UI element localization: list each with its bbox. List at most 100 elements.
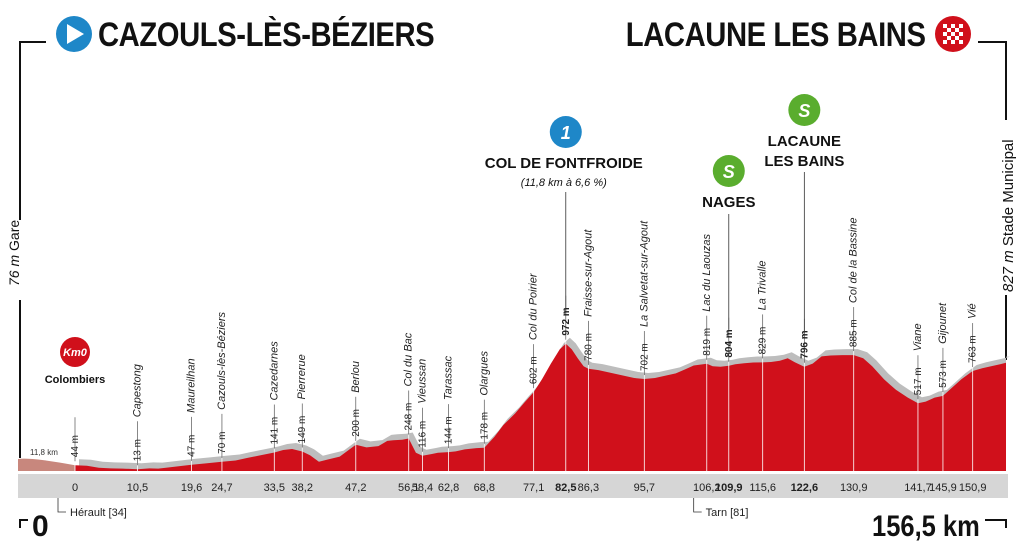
altitude-label: 178 m [479,412,490,440]
place-name: Cazedarnes [268,341,280,401]
altitude-label: 44 m [70,435,81,457]
kom-badge-label: 1 [561,123,571,143]
finish-frame-line [978,41,1007,120]
km-tick-label: 56,1 [398,482,419,494]
start-play-icon [56,16,92,52]
sprint2-name-line1: LACAUNE [768,133,841,150]
sprint-badge-icon [712,155,745,187]
km-tick-label: 0 [72,482,78,494]
finish-town-title: LACAUNE LES BAINS [626,16,926,54]
km0-badge-icon [60,337,90,367]
start-altitude-label: 76 m Gare [6,219,22,286]
km-tick-label: 86,3 [578,482,599,494]
sprint-badge-label: S [723,162,735,182]
km-tick-label: 115,6 [749,482,776,494]
place-name: Viane [912,323,924,351]
profile-area [75,343,1006,471]
km-tick-label: 62,8 [438,482,459,494]
place-name: Olargues [478,351,490,396]
distance-total-label: 156,5 km [872,510,980,543]
place-name: Col de la Bassine [848,217,860,303]
place-name: Vieussan [416,359,428,404]
altitude-label: 144 m [444,416,455,444]
altitude-label: 602 m [529,356,540,384]
km-tick-label: 58,4 [412,482,433,494]
altitude-label: 763 m [968,335,979,363]
place-name: Col du Bac [403,332,415,386]
distance-start-label: 0 [32,510,49,543]
altitude-label: 517 m [913,367,924,395]
place-name: La Salvetat-sur-Agout [638,220,650,327]
km-tick-label: 38,2 [292,482,313,494]
altitude-label: 248 m [404,403,415,431]
sprint-badge-icon [788,94,821,126]
km-tick-label: 33,5 [264,482,285,494]
altitude-label: 141 m [269,417,280,445]
altitude-label: 573 m [938,360,949,388]
altitude-label: 149 m [297,416,308,444]
finish-altitude-label: 827 m Stade Municipal [1000,139,1017,292]
kom-badge-icon [549,116,582,148]
start-town-title: CAZOULS-LÈS-BÉZIERS [98,16,435,54]
altitude-label: 972 m [561,307,572,335]
place-name: Cazouls-lès-Béziers [216,312,228,410]
km-tick-label: 95,7 [634,482,655,494]
dept-right-leader [693,498,702,513]
altitude-label: 702 m [639,343,650,371]
km-tick-label: 24,7 [211,482,232,494]
place-name: Tarassac [443,355,455,400]
altitude-label: 819 m [702,328,713,356]
km-tick-label: 130,9 [840,482,868,494]
altitude-label: 70 m [217,432,228,454]
km-tick-label: 68,8 [474,482,495,494]
place-name: Capestong [131,363,143,417]
dept-left-leader [57,498,66,513]
km0-badge-label: Km0 [63,347,88,359]
km-tick-label: 122,6 [791,482,819,494]
start-bottom-line [19,519,28,528]
place-name: Fraisse-sur-Agout [582,229,594,317]
distance-axis-band [18,474,1008,498]
km-tick-label: 150,9 [959,482,987,494]
dept-right-label: Tarn [81] [706,507,749,519]
sprint2-name-line2: LES BAINS [764,153,844,170]
altitude-label: 885 m [849,319,860,347]
place-name: La Trivalle [757,260,769,310]
km-tick-label: 145,9 [929,482,957,494]
altitude-label: 796 m [799,330,810,358]
place-name: Lac du Laouzas [701,234,713,312]
km-tick-label: 19,6 [181,482,202,494]
altitude-label: 47 m [187,435,198,457]
sprint1-name: NAGES [702,194,755,211]
neutral-distance-label: 11,8 km [30,448,58,457]
km-tick-label: 77,1 [523,482,544,494]
start-place-name: Colombiers [45,374,106,386]
altitude-label: 780 m [583,333,594,361]
km-tick-label: 109,9 [715,482,743,494]
place-name: Berlou [350,361,362,393]
place-name: Pierrerue [296,354,308,399]
dept-left-label: Hérault [34] [70,507,127,519]
altitude-label: 200 m [351,409,362,437]
kom-name: COL DE FONTFROIDE [485,155,643,172]
km-tick-label: 10,5 [127,482,148,494]
km-tick-label: 82,5 [555,482,576,494]
finish-bottom-line [985,519,1007,528]
finish-checkered-icon [935,16,971,52]
start-frame-line [19,41,46,220]
place-name: Maureilhan [186,358,198,412]
kom-detail: (11,8 km à 6,6 %) [521,177,607,189]
neutral-zone-area [18,458,75,471]
km-tick-label: 141,7 [904,482,932,494]
altitude-label: 829 m [758,327,769,355]
altitude-label: 13 m [132,439,143,461]
altitude-label: 116 m [417,421,428,448]
km-tick-label: 106,2 [693,482,721,494]
altitude-label: 804 m [724,329,735,357]
sprint-badge-label: S [798,101,810,121]
place-name: Vié [967,303,979,319]
place-name: Gijounet [937,302,949,344]
km-tick-label: 47,2 [345,482,366,494]
place-name: Col du Poirier [528,272,540,340]
